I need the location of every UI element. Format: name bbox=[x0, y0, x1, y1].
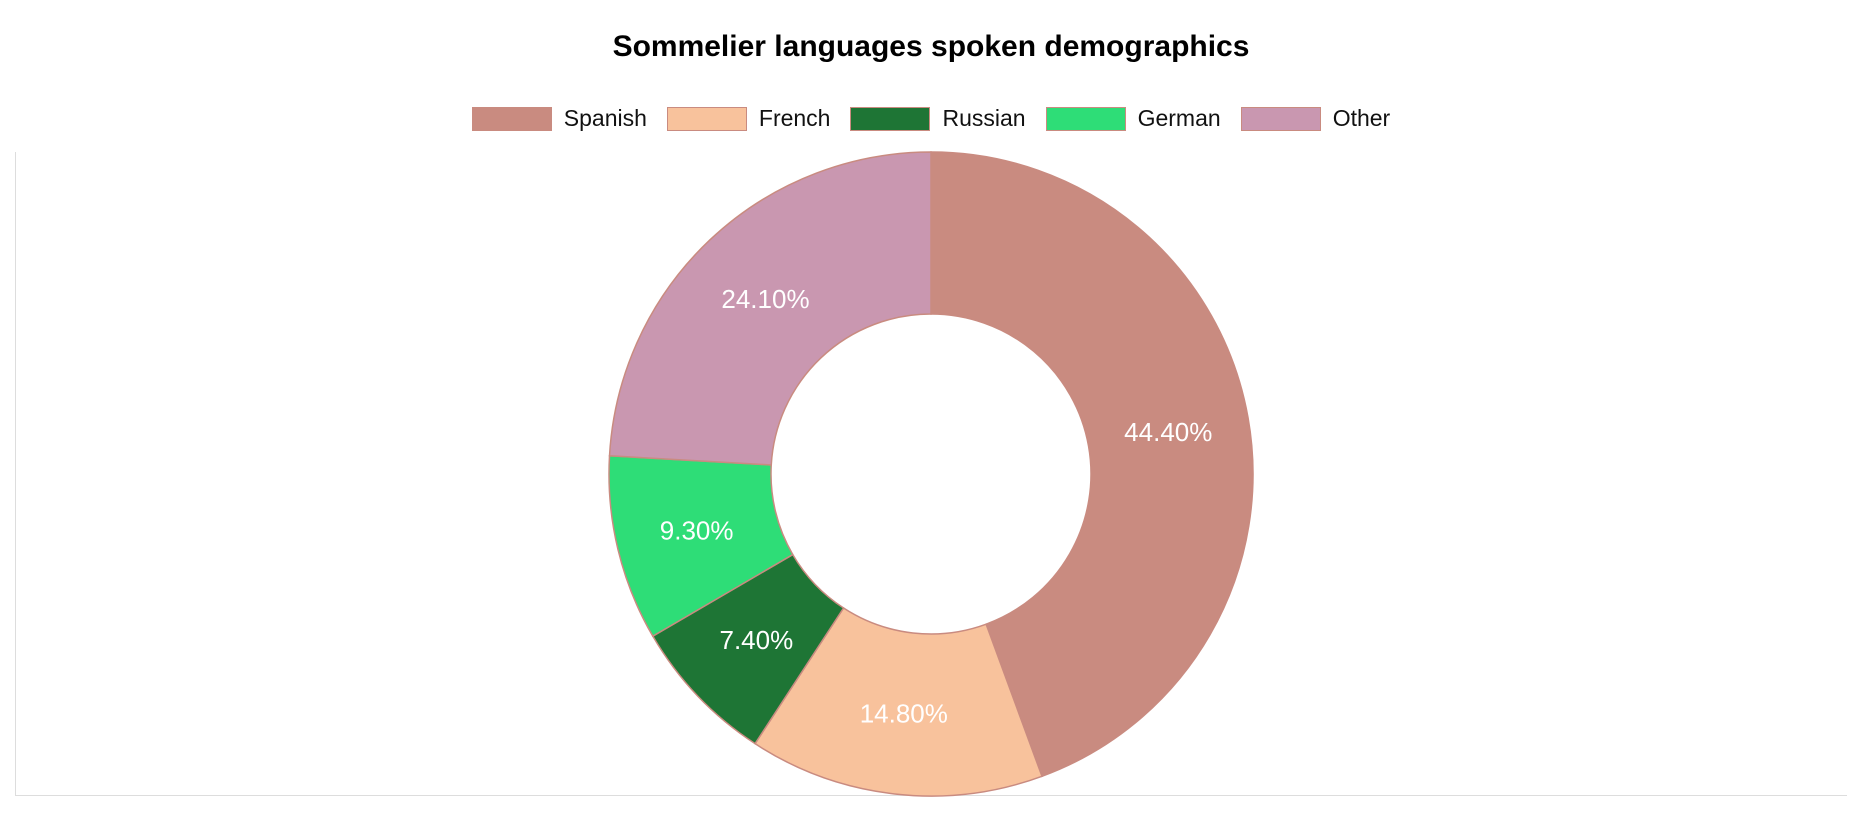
legend-swatch-french bbox=[666, 106, 747, 131]
legend-swatch-spanish bbox=[471, 106, 552, 131]
chart-title: Sommelier languages spoken demographics bbox=[612, 30, 1250, 63]
plot-area-left-border bbox=[15, 152, 16, 796]
legend-label-russian: Russian bbox=[942, 105, 1026, 131]
legend-label-french: French bbox=[758, 105, 831, 131]
slice-french[interactable] bbox=[754, 606, 1043, 797]
legend-label-other: Other bbox=[1332, 105, 1391, 131]
legend-label-german: German bbox=[1137, 105, 1221, 131]
legend-item-russian[interactable]: Russian bbox=[850, 105, 1026, 132]
legend-label-spanish: Spanish bbox=[563, 105, 647, 131]
slice-label-spanish: 44.40% bbox=[1124, 417, 1212, 447]
slice-label-other: 24.10% bbox=[721, 284, 809, 314]
slice-spanish[interactable] bbox=[930, 151, 1254, 778]
slice-label-french: 14.80% bbox=[860, 698, 948, 728]
slice-other[interactable] bbox=[608, 151, 932, 466]
legend-item-french[interactable]: French bbox=[666, 105, 831, 132]
legend-item-other[interactable]: Other bbox=[1240, 105, 1391, 132]
legend-swatch-russian bbox=[850, 106, 931, 131]
legend-swatch-other bbox=[1240, 106, 1321, 131]
legend-item-spanish[interactable]: Spanish bbox=[471, 105, 647, 132]
legend-item-german[interactable]: German bbox=[1045, 105, 1221, 132]
slice-label-german: 9.30% bbox=[660, 515, 734, 545]
slice-label-russian: 7.40% bbox=[719, 625, 793, 655]
chart-legend: Spanish French Russian German Other bbox=[0, 105, 1862, 132]
legend-swatch-german bbox=[1045, 106, 1126, 131]
